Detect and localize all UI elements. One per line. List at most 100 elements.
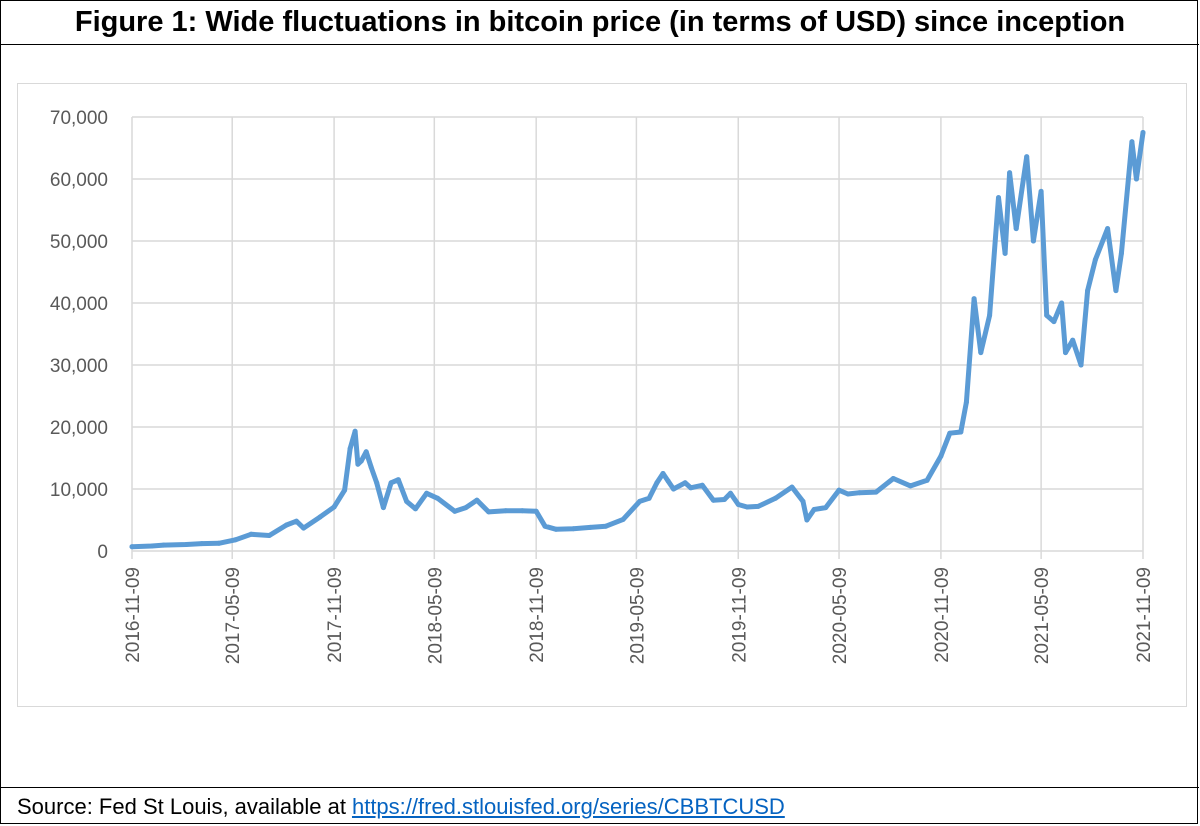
data-point xyxy=(342,487,348,493)
data-point xyxy=(284,522,289,528)
data-point xyxy=(474,497,480,503)
data-point xyxy=(1140,130,1146,135)
data-point xyxy=(1030,238,1036,244)
data-point xyxy=(533,508,539,514)
data-point xyxy=(654,480,660,486)
data-point xyxy=(1038,188,1044,194)
data-point xyxy=(368,464,374,470)
x-tick-label: 2020-05-09 xyxy=(830,567,851,664)
data-point xyxy=(347,446,353,452)
data-point xyxy=(947,430,953,436)
data-point xyxy=(800,498,806,504)
data-point xyxy=(958,429,964,435)
data-point xyxy=(836,487,842,493)
data-point xyxy=(744,504,750,510)
data-point xyxy=(1051,319,1057,325)
line-chart: 0 10,000 20,000 30,000 40,000 50,000 60,000 70,… xyxy=(50,108,1155,664)
x-tick-label: 2017-05-09 xyxy=(223,567,244,664)
data-point xyxy=(1105,226,1111,232)
data-point xyxy=(570,526,576,532)
y-tick-label: 20,000 xyxy=(50,418,108,439)
data-point xyxy=(1044,312,1050,318)
y-tick-label: 30,000 xyxy=(50,356,108,377)
data-point xyxy=(682,480,688,486)
data-point xyxy=(671,486,676,492)
data-point xyxy=(728,490,733,496)
data-point xyxy=(1070,337,1076,343)
data-point xyxy=(1013,226,1019,232)
data-point xyxy=(620,516,626,522)
data-point xyxy=(804,517,810,523)
data-point xyxy=(1063,350,1068,356)
data-point xyxy=(352,428,358,434)
y-tick-label: 0 xyxy=(97,542,108,563)
data-point xyxy=(710,497,716,503)
data-point xyxy=(637,498,643,504)
data-point xyxy=(890,476,896,481)
grid-layer xyxy=(131,116,1144,551)
data-point xyxy=(553,526,559,532)
data-point xyxy=(971,296,977,302)
series-line xyxy=(129,130,1146,550)
y-tick-label: 50,000 xyxy=(50,232,108,253)
data-point xyxy=(248,531,254,537)
figure-title: Figure 1: Wide fluctuations in bitcoin p… xyxy=(74,6,1126,38)
data-point xyxy=(293,518,299,524)
data-point xyxy=(363,449,369,455)
data-point xyxy=(355,461,361,467)
data-point xyxy=(908,483,913,489)
data-point xyxy=(1007,170,1013,176)
source-link[interactable]: https://fred.stlouisfed.org/series/CBBTC… xyxy=(351,793,785,819)
data-point xyxy=(380,505,386,511)
y-tick-label: 10,000 xyxy=(50,480,108,501)
data-point xyxy=(486,509,492,515)
data-point xyxy=(996,195,1001,201)
x-tick-label: 2017-11-09 xyxy=(325,567,346,663)
data-point xyxy=(199,541,205,547)
data-point xyxy=(823,505,829,511)
data-point xyxy=(699,482,705,488)
data-point xyxy=(755,503,761,509)
x-tick-label: 2020-11-09 xyxy=(932,567,953,663)
data-point xyxy=(938,453,944,459)
x-tick-label: 2021-11-09 xyxy=(1134,567,1155,663)
data-point xyxy=(519,508,525,514)
data-point xyxy=(129,544,135,550)
data-point xyxy=(963,399,969,405)
x-tick-label: 2018-05-09 xyxy=(425,567,446,664)
data-point xyxy=(1078,362,1084,368)
source-prefix: Source: Fed St Louis, available at xyxy=(17,793,346,819)
data-point xyxy=(331,504,337,510)
data-point xyxy=(161,542,167,548)
data-point xyxy=(789,484,795,490)
data-point xyxy=(183,542,189,547)
x-tick-label: 2019-05-09 xyxy=(627,567,648,664)
data-point xyxy=(266,533,272,538)
data-point xyxy=(452,508,458,514)
data-point xyxy=(660,471,666,476)
data-point xyxy=(587,524,593,530)
data-point xyxy=(857,490,862,496)
data-point xyxy=(665,478,671,484)
data-point xyxy=(358,458,364,464)
data-point xyxy=(503,508,509,514)
data-point xyxy=(1129,139,1135,145)
data-point xyxy=(924,477,930,483)
x-tick-label: 2016-11-09 xyxy=(123,567,144,663)
data-point xyxy=(1024,154,1030,160)
data-point xyxy=(1113,288,1119,294)
source-note: Source: Fed St Louis, available at https… xyxy=(1,787,1199,825)
data-point xyxy=(374,480,380,486)
data-point xyxy=(1059,300,1065,306)
chart-area xyxy=(17,83,1187,707)
data-point xyxy=(845,491,851,497)
data-point xyxy=(735,502,741,507)
data-point xyxy=(149,543,155,549)
y-tick-label: 70,000 xyxy=(50,108,108,129)
data-point xyxy=(233,537,238,543)
y-tick-label: 40,000 xyxy=(50,294,108,315)
data-point xyxy=(721,497,727,502)
data-point xyxy=(424,490,430,496)
data-point xyxy=(413,506,418,512)
